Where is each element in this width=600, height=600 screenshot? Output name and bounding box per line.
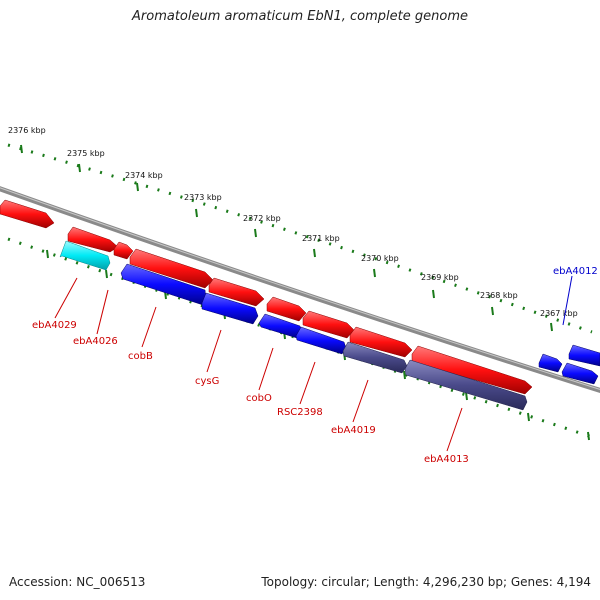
gene-feature-forward[interactable] [113, 241, 134, 260]
callout-line [562, 275, 573, 326]
ruler-lower [7, 237, 593, 441]
ruler-tick [491, 306, 494, 316]
ruler-label: 2369 kbp [421, 273, 459, 282]
callout-line [299, 361, 316, 405]
genome-backbone [0, 186, 600, 394]
pseudogene-feature[interactable] [404, 359, 528, 411]
callout-line [446, 407, 463, 452]
ruler-tick [20, 144, 23, 154]
ruler-tick [465, 391, 468, 401]
forward-strand-features [0, 199, 533, 395]
genome-summary-text: Topology: circular; Length: 4,296,230 bp… [261, 575, 591, 589]
accession-text: Accession: NC_006513 [9, 575, 146, 589]
gene-feature-reverse[interactable] [201, 292, 259, 325]
callout-line [141, 306, 157, 348]
gene-feature-reverse[interactable] [561, 362, 599, 385]
ruler-tick [136, 182, 139, 192]
gene-label[interactable]: ebA4019 [331, 425, 376, 436]
gene-labels: ebA4029 ebA4026 cobB cysG cobO RSC2398 e… [32, 266, 598, 465]
ruler-tick [78, 163, 81, 173]
callout-line [258, 347, 274, 391]
gene-feature-forward[interactable] [349, 326, 413, 358]
ruler-label: 2374 kbp [125, 171, 163, 180]
ruler-tick [527, 412, 530, 422]
gene-label[interactable]: ebA4012 [553, 266, 598, 277]
callout-lines [54, 275, 573, 452]
ruler-label: 2370 kbp [361, 254, 399, 263]
ruler-upper: 2376 kbp 2375 kbp 2374 kbp 2373 kbp 2372… [7, 126, 593, 334]
ruler-tick [105, 269, 108, 279]
reverse-strand-features [59, 240, 600, 411]
ruler-label: 2371 kbp [302, 234, 340, 243]
callout-line [96, 289, 109, 335]
rna-feature[interactable] [59, 240, 111, 271]
ruler-tick [373, 268, 376, 278]
ruler-tick [403, 370, 406, 380]
gene-label[interactable]: RSC2398 [277, 407, 323, 418]
genome-backbone-highlight [0, 187, 600, 390]
callout-line [54, 277, 78, 319]
gene-label[interactable]: cobO [246, 393, 272, 404]
ruler-upper-dots [7, 143, 593, 334]
callout-line [352, 379, 369, 423]
ruler-label: 2368 kbp [480, 291, 518, 300]
ruler-label: 2373 kbp [184, 193, 222, 202]
ruler-tick [550, 322, 553, 332]
ruler-tick [313, 248, 316, 258]
gene-feature-forward[interactable] [0, 199, 55, 229]
gene-feature-forward[interactable] [208, 277, 265, 307]
gene-label[interactable]: ebA4026 [73, 336, 118, 347]
gene-feature-forward[interactable] [266, 296, 307, 322]
gene-feature-reverse[interactable] [538, 353, 563, 373]
ruler-label: 2367 kbp [540, 309, 578, 318]
map-title: Aromatoleum aromaticum EbN1, complete ge… [132, 9, 468, 24]
gene-label[interactable]: ebA4013 [424, 454, 469, 465]
ruler-label: 2376 kbp [8, 126, 46, 135]
ruler-tick [195, 208, 198, 218]
gene-label[interactable]: ebA4029 [32, 320, 77, 331]
gene-feature-reverse[interactable] [568, 344, 600, 367]
ruler-label: 2372 kbp [243, 214, 281, 223]
gene-label[interactable]: cysG [195, 376, 219, 387]
ruler-tick [254, 228, 257, 238]
ruler-tick [587, 431, 590, 441]
ruler-tick [46, 249, 49, 259]
gene-label[interactable]: cobB [128, 351, 153, 362]
ruler-tick [432, 289, 435, 299]
ruler-label: 2375 kbp [67, 149, 105, 158]
callout-line [206, 329, 222, 373]
